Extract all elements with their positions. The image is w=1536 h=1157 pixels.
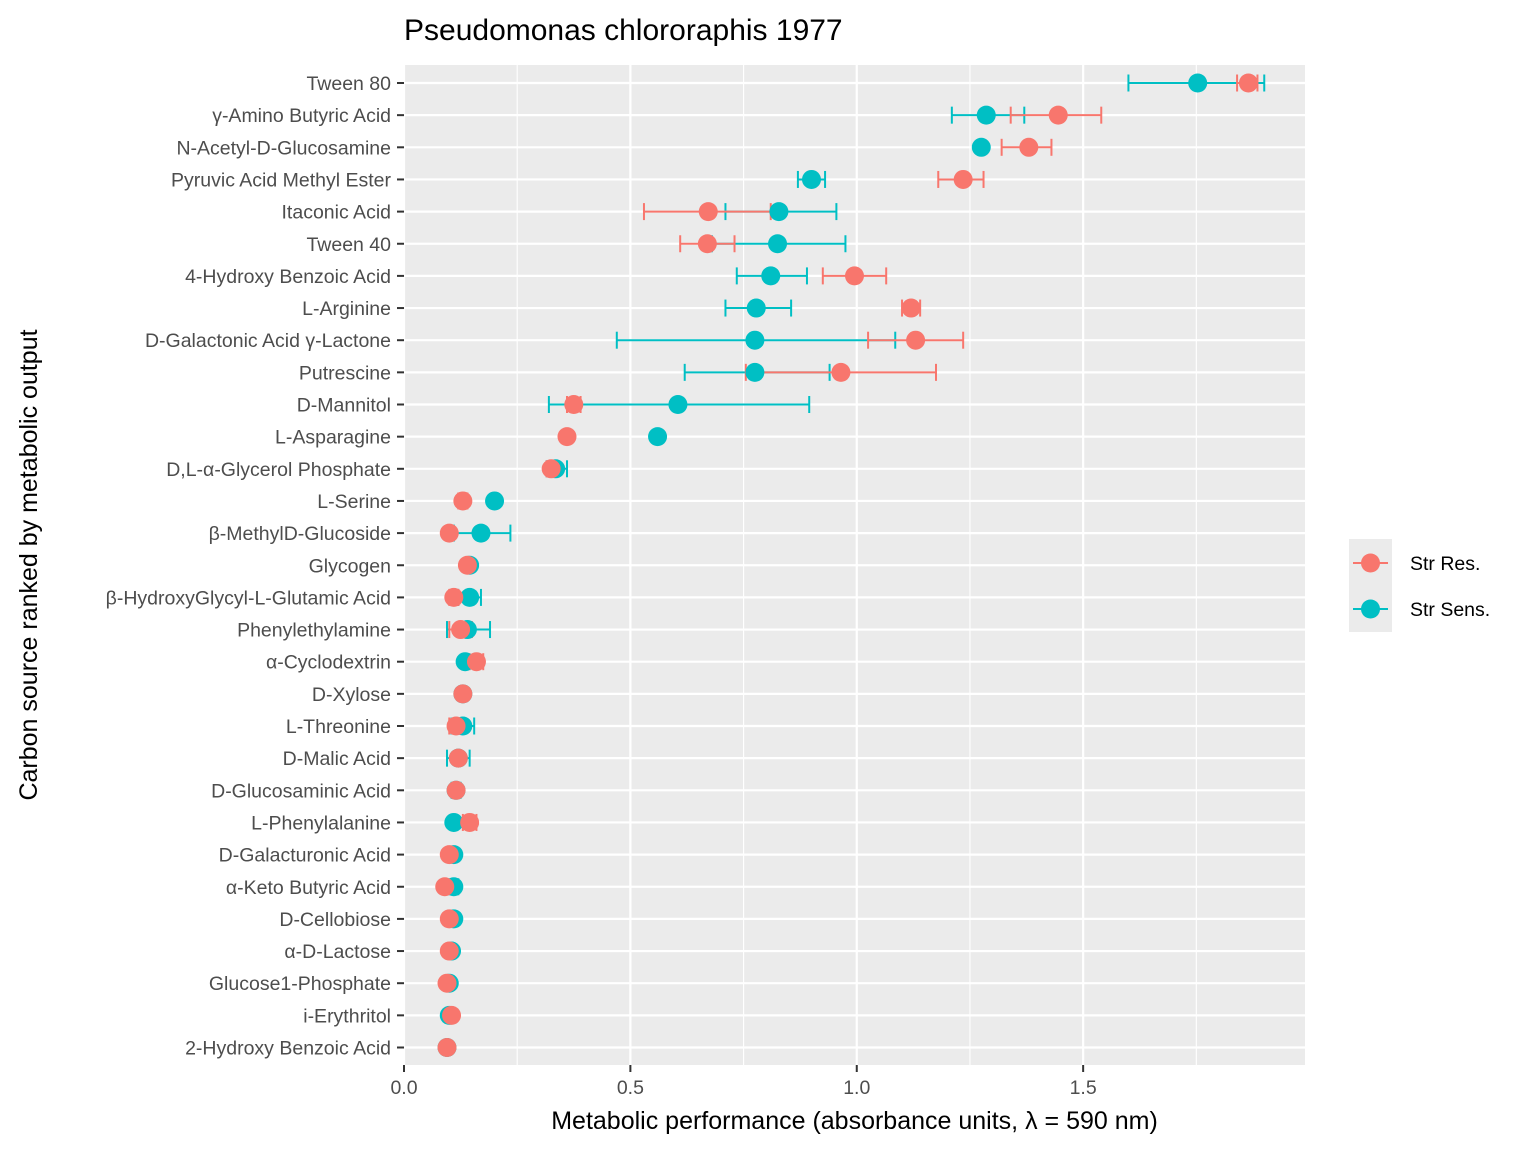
point-str-sens (971, 137, 991, 157)
y-tick-label: L-Serine (317, 491, 391, 513)
point-str-sens (668, 395, 688, 414)
y-tick-label: Pyruvic Acid Methyl Ester (171, 169, 391, 191)
point-str-sens (485, 491, 505, 511)
x-tick-label: 1.0 (843, 1077, 870, 1099)
point-str-sens (976, 105, 996, 125)
point-str-res (1019, 137, 1039, 157)
y-tick-label: α-Keto Butyric Acid (226, 877, 391, 899)
legend: Str Res. Str Sens. (1349, 539, 1490, 632)
point-str-sens (471, 523, 491, 543)
y-tick-label: Phenylethylamine (237, 620, 391, 642)
y-tick-label: D-Glucosaminic Acid (211, 780, 391, 802)
x-tick-label: 0.0 (390, 1077, 417, 1099)
y-tick-label: D-Galactonic Acid γ-Lactone (145, 330, 391, 352)
y-tick-label: L-Asparagine (275, 427, 391, 449)
point-str-res (466, 652, 486, 672)
y-tick-label: Glucose1-Phosphate (209, 973, 391, 995)
point-str-res (906, 330, 926, 350)
chart-title: Pseudomonas chlororaphis 1977 (404, 14, 843, 47)
legend-label: Str Sens. (1410, 599, 1490, 621)
y-tick-label: D,L-α-Glycerol Phosphate (166, 459, 391, 481)
y-tick-label: D-Malic Acid (283, 748, 391, 770)
y-tick-label: 4-Hydroxy Benzoic Acid (185, 266, 391, 288)
point-str-res (442, 1005, 462, 1025)
point-str-sens (648, 427, 668, 447)
y-tick-label: L-Threonine (286, 716, 391, 738)
y-tick-label: 2-Hydroxy Benzoic Acid (185, 1038, 391, 1060)
point-str-res (1238, 73, 1258, 93)
y-tick-label: α-Cyclodextrin (266, 652, 391, 674)
point-str-res (564, 395, 584, 414)
point-str-sens (444, 812, 464, 832)
y-tick-label: i-Erythritol (303, 1005, 391, 1027)
point-str-sens (745, 362, 765, 382)
point-str-res (453, 491, 473, 511)
point-str-res (457, 555, 477, 575)
point-str-sens (801, 169, 821, 189)
y-tick-label: γ-Amino Butyric Acid (212, 105, 391, 127)
point-str-sens (761, 266, 781, 286)
point-str-res (845, 266, 864, 286)
y-tick-label: D-Galacturonic Acid (219, 845, 391, 867)
point-str-res (448, 748, 468, 768)
point-str-res (831, 362, 851, 382)
point-str-res (557, 427, 577, 447)
point-str-res (901, 298, 921, 318)
point-str-sens (769, 202, 789, 222)
point-str-res (1048, 105, 1068, 125)
x-tick-label: 0.5 (617, 1077, 644, 1099)
y-tick-label: D-Mannitol (297, 395, 391, 417)
point-str-res (460, 812, 480, 832)
point-str-sens (768, 234, 788, 254)
point-str-res (444, 587, 464, 607)
legend-label: Str Res. (1410, 553, 1480, 575)
point-str-res (439, 909, 459, 929)
y-tick-label: L-Phenylalanine (251, 812, 391, 834)
point-str-res (446, 780, 466, 800)
y-tick-label: D-Xylose (312, 684, 391, 706)
x-axis-title: Metabolic performance (absorbance units,… (551, 1107, 1158, 1135)
point-str-res (437, 973, 457, 993)
point-str-sens (746, 298, 766, 318)
point-str-res (439, 523, 459, 543)
y-tick-label: D-Cellobiose (279, 909, 391, 931)
y-tick-label: Glycogen (309, 555, 391, 577)
legend-key-point (1361, 599, 1380, 619)
point-str-res (953, 169, 973, 189)
point-str-res (439, 845, 459, 865)
y-axis-title: Carbon source ranked by metabolic output (15, 329, 43, 800)
point-str-res (453, 684, 473, 704)
data-points (435, 73, 1258, 1057)
point-str-res (439, 941, 459, 961)
y-tick-label: Tween 40 (306, 234, 391, 256)
y-tick-label: Putrescine (299, 362, 391, 384)
x-axis: 0.0 0.5 1.0 1.5 (390, 1065, 1097, 1099)
point-str-sens (745, 330, 765, 350)
y-tick-label: β-HydroxyGlycyl-L-Glutamic Acid (106, 587, 391, 609)
y-tick-label: L-Arginine (302, 298, 391, 320)
point-str-res (435, 877, 455, 897)
major-gridlines (402, 65, 1305, 1065)
x-tick-label: 1.5 (1070, 1077, 1097, 1099)
legend-key-point (1361, 553, 1380, 573)
y-axis: Tween 80 γ-Amino Butyric Acid N-Acetyl-D-G… (106, 73, 404, 1060)
point-str-res (451, 620, 471, 640)
point-str-res (698, 202, 718, 222)
point-str-res (437, 1038, 457, 1057)
point-str-sens (460, 587, 480, 607)
y-tick-label: Itaconic Acid (282, 202, 391, 224)
y-tick-label: α-D-Lactose (284, 941, 391, 963)
point-str-res (541, 459, 561, 479)
y-tick-label: N-Acetyl-D-Glucosamine (176, 137, 391, 159)
point-str-sens (1188, 73, 1208, 93)
point-str-res (697, 234, 717, 254)
y-tick-label: Tween 80 (306, 73, 391, 95)
y-tick-label: β-MethylD-Glucoside (209, 523, 391, 545)
point-str-res (446, 716, 466, 736)
